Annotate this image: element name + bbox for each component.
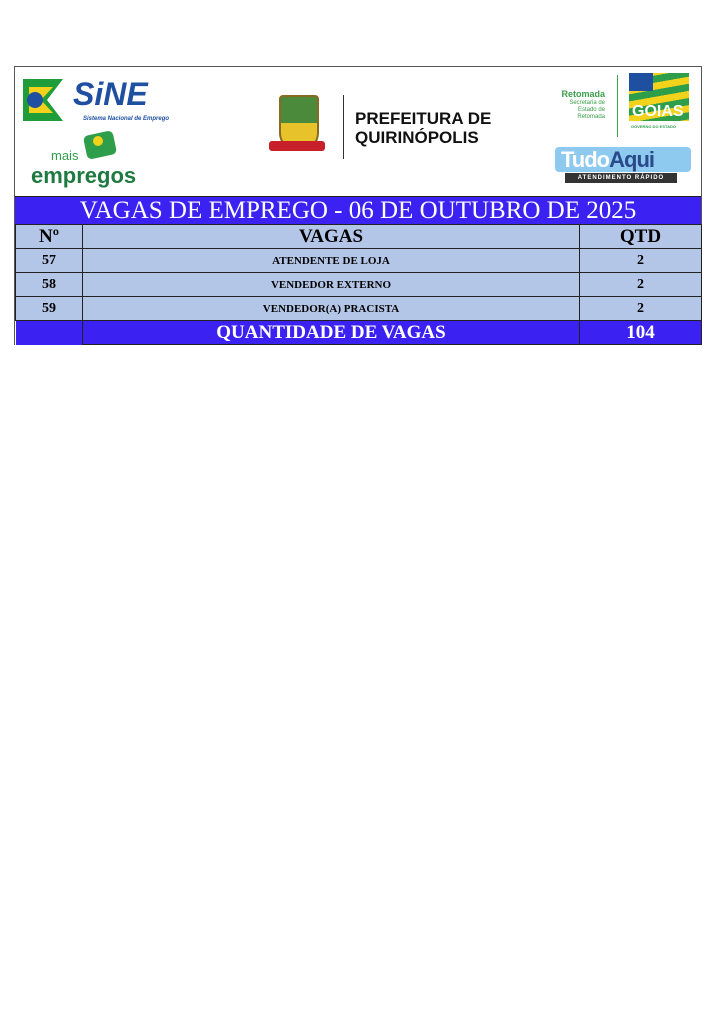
tudoaqui-logo: TudoAqui ATENDIMENTO RÁPIDO [555, 147, 691, 185]
column-header-vagas: VAGAS [82, 224, 580, 249]
job-listing-sheet: SiNE Sistema Nacional de Emprego mais em… [14, 66, 702, 345]
sine-logo: SiNE Sistema Nacional de Emprego [23, 77, 169, 127]
header-logos: SiNE Sistema Nacional de Emprego mais em… [15, 67, 701, 196]
divider [343, 95, 344, 159]
column-header-number: Nº [15, 224, 83, 249]
table-row: 58 VENDEDOR EXTERNO 2 [15, 272, 702, 297]
quirinopolis-crest [265, 93, 330, 159]
divider [617, 75, 618, 137]
table-footer: QUANTIDADE DE VAGAS 104 [15, 320, 702, 345]
table-row: 59 VENDEDOR(A) PRACISTA 2 [15, 296, 702, 321]
total-value: 104 [579, 320, 702, 345]
jobs-table: Nº VAGAS QTD 57 ATENDENTE DE LOJA 2 58 V… [15, 224, 702, 345]
goias-logo: GOIAS GOVERNO DO ESTADO [629, 73, 689, 133]
total-label: QUANTIDADE DE VAGAS [82, 320, 580, 345]
retomada-text: Retomada Secretaria de Estado de Retomad… [561, 89, 605, 120]
table-row: 57 ATENDENTE DE LOJA 2 [15, 248, 702, 273]
table-header: Nº VAGAS QTD [15, 224, 702, 249]
page-title: VAGAS DE EMPREGO - 06 DE OUTUBRO DE 2025 [15, 196, 701, 224]
column-header-qtd: QTD [579, 224, 702, 249]
mais-empregos-logo: mais empregos [29, 130, 154, 191]
brazil-flag-icon [23, 79, 63, 121]
prefeitura-title: PREFEITURA DE QUIRINÓPOLIS [355, 109, 492, 147]
